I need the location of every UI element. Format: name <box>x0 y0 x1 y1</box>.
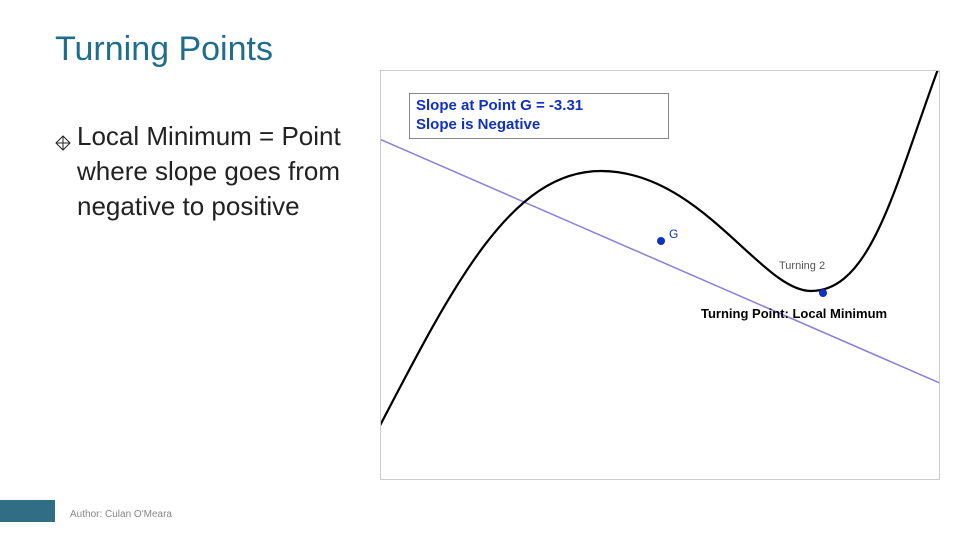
slide: Turning Points Local Minimum = Point whe… <box>0 0 960 540</box>
point-g-label: G <box>669 227 678 241</box>
chart-panel: Slope at Point G = -3.31 Slope is Negati… <box>380 70 940 480</box>
slope-line-1-prefix: Slope at Point G = <box>416 97 549 114</box>
bullet-text: Local Minimum = Point where slope goes f… <box>77 119 355 224</box>
body-text: Local Minimum = Point where slope goes f… <box>55 119 355 224</box>
point-turning-marker <box>819 289 827 297</box>
turning-point-caption: Turning Point: Local Minimum <box>701 306 887 321</box>
slope-info-box: Slope at Point G = -3.31 Slope is Negati… <box>409 93 669 139</box>
accent-bar <box>0 500 55 522</box>
point-turning-label: Turning 2 <box>779 260 825 272</box>
slope-line-1: Slope at Point G = -3.31 <box>416 97 662 116</box>
slope-line-2: Slope is Negative <box>416 116 662 135</box>
slide-title: Turning Points <box>55 30 960 69</box>
point-g-marker <box>657 237 665 245</box>
bullet-item: Local Minimum = Point where slope goes f… <box>55 119 355 224</box>
diamond-bullet-icon <box>55 125 71 160</box>
slope-line-1-value: -3.31 <box>549 97 583 114</box>
author-footer: Author: Culan O'Meara <box>70 509 172 520</box>
